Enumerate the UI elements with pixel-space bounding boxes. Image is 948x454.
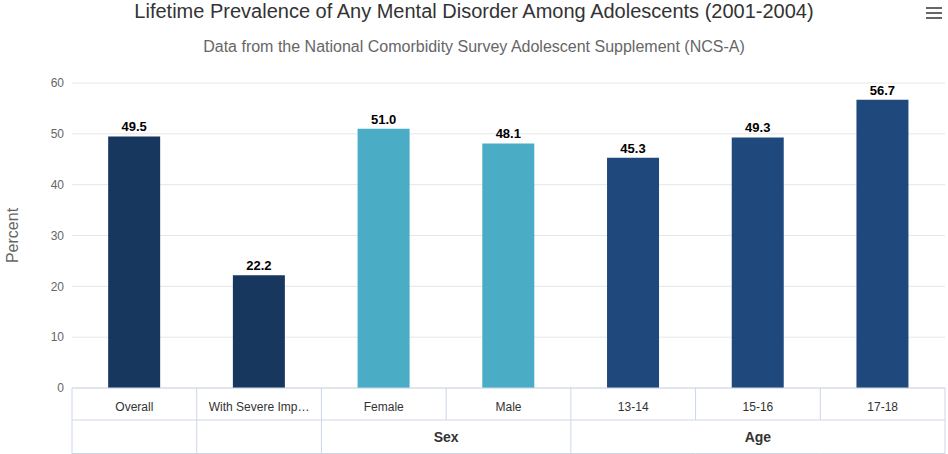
svg-text:22.2: 22.2 [246, 258, 271, 273]
svg-text:51.0: 51.0 [371, 112, 396, 127]
svg-text:Sex: Sex [434, 429, 459, 445]
svg-text:13-14: 13-14 [618, 400, 649, 414]
svg-text:49.3: 49.3 [745, 120, 770, 135]
html-text:Data from the National Comorbi: Data from the National Comorbidity Surve… [203, 38, 745, 55]
svg-text:Male: Male [495, 400, 521, 414]
svg-text:Female: Female [364, 400, 404, 414]
html-text:Lifetime Prevalence of Any Men: Lifetime Prevalence of Any Mental Disord… [134, 0, 814, 22]
svg-text:15-16: 15-16 [743, 400, 774, 414]
svg-text:With Severe Imp…: With Severe Imp… [209, 400, 310, 414]
svg-text:48.1: 48.1 [496, 126, 521, 141]
svg-text:30: 30 [51, 229, 65, 243]
svg-text:40: 40 [51, 178, 65, 192]
svg-text:60: 60 [51, 76, 65, 90]
svg-text:Overall: Overall [115, 400, 153, 414]
svg-text:50: 50 [51, 127, 65, 141]
svg-text:56.7: 56.7 [870, 83, 895, 98]
svg-text:Percent: Percent [8, 207, 21, 263]
svg-text:17-18: 17-18 [867, 400, 898, 414]
svg-text:0: 0 [57, 381, 64, 395]
svg-text:20: 20 [51, 280, 65, 294]
svg-text:10: 10 [51, 330, 65, 344]
svg-text:49.5: 49.5 [122, 119, 147, 134]
svg-text:Age: Age [745, 429, 772, 445]
svg-text:45.3: 45.3 [620, 141, 645, 156]
